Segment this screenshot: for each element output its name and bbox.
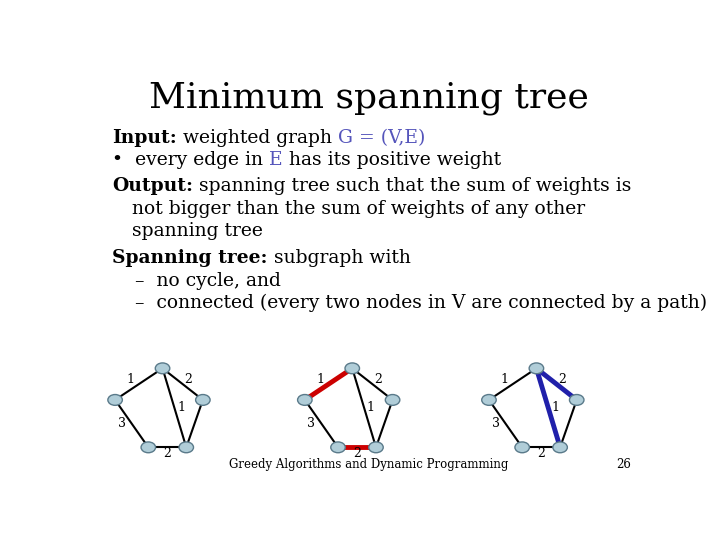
Text: G = (V,E): G = (V,E) bbox=[338, 129, 426, 147]
Circle shape bbox=[369, 442, 383, 453]
Circle shape bbox=[345, 363, 359, 374]
Circle shape bbox=[156, 363, 170, 374]
Circle shape bbox=[482, 395, 496, 406]
Text: 1: 1 bbox=[500, 373, 508, 386]
Text: spanning tree: spanning tree bbox=[132, 222, 263, 240]
Text: 1: 1 bbox=[551, 401, 559, 414]
Text: Output:: Output: bbox=[112, 177, 193, 195]
Text: 1: 1 bbox=[366, 401, 375, 414]
Circle shape bbox=[515, 442, 529, 453]
Circle shape bbox=[179, 442, 194, 453]
Circle shape bbox=[196, 395, 210, 406]
Text: weighted graph: weighted graph bbox=[177, 129, 338, 147]
Text: Spanning tree:: Spanning tree: bbox=[112, 248, 268, 267]
Circle shape bbox=[297, 395, 312, 406]
Text: 3: 3 bbox=[492, 417, 500, 430]
Text: 2: 2 bbox=[537, 447, 545, 460]
Text: 1: 1 bbox=[316, 373, 324, 386]
Text: 26: 26 bbox=[616, 458, 631, 471]
Text: spanning tree such that the sum of weights is: spanning tree such that the sum of weigh… bbox=[193, 177, 631, 195]
Text: 3: 3 bbox=[117, 417, 126, 430]
Text: has its positive weight: has its positive weight bbox=[283, 151, 501, 169]
Circle shape bbox=[570, 395, 584, 406]
Circle shape bbox=[141, 442, 156, 453]
Text: not bigger than the sum of weights of any other: not bigger than the sum of weights of an… bbox=[132, 199, 585, 218]
Circle shape bbox=[330, 442, 346, 453]
Text: Minimum spanning tree: Minimum spanning tree bbox=[149, 82, 589, 116]
Circle shape bbox=[553, 442, 567, 453]
Text: 2: 2 bbox=[374, 374, 382, 387]
Circle shape bbox=[385, 395, 400, 406]
Text: Greedy Algorithms and Dynamic Programming: Greedy Algorithms and Dynamic Programmin… bbox=[229, 458, 509, 471]
Text: 2: 2 bbox=[163, 447, 171, 460]
Text: 3: 3 bbox=[307, 417, 315, 430]
Text: 2: 2 bbox=[353, 447, 361, 460]
Text: –  no cycle, and: – no cycle, and bbox=[135, 272, 281, 290]
Text: –  connected (every two nodes in V are connected by a path): – connected (every two nodes in V are co… bbox=[135, 294, 707, 312]
Text: subgraph with: subgraph with bbox=[268, 248, 410, 267]
Text: 1: 1 bbox=[177, 401, 185, 414]
Text: 2: 2 bbox=[558, 374, 566, 387]
Text: Input:: Input: bbox=[112, 129, 177, 147]
Text: 1: 1 bbox=[127, 373, 135, 386]
Circle shape bbox=[529, 363, 544, 374]
Circle shape bbox=[108, 395, 122, 406]
Text: E: E bbox=[269, 151, 283, 169]
Text: •  every edge in: • every edge in bbox=[112, 151, 269, 169]
Text: 2: 2 bbox=[184, 374, 192, 387]
